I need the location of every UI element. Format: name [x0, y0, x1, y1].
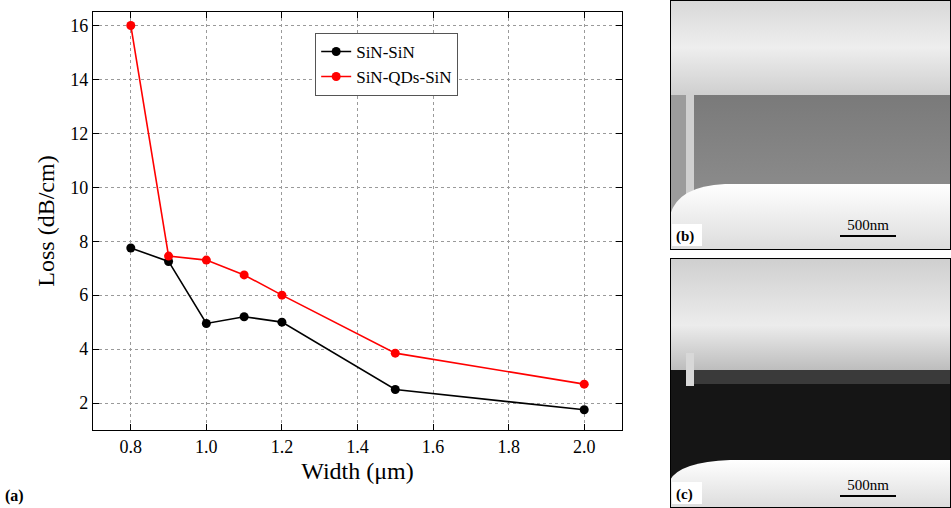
svg-text:2.0: 2.0 — [573, 437, 596, 457]
svg-text:SiN-QDs-SiN: SiN-QDs-SiN — [356, 68, 451, 87]
svg-text:Width (μm): Width (μm) — [301, 458, 414, 484]
svg-text:1.0: 1.0 — [195, 437, 218, 457]
svg-text:1.4: 1.4 — [346, 437, 369, 457]
svg-text:(c): (c) — [676, 486, 693, 503]
svg-text:12: 12 — [70, 124, 88, 144]
svg-text:Loss (dB/cm): Loss (dB/cm) — [33, 155, 59, 286]
svg-text:16: 16 — [70, 16, 88, 36]
svg-text:8: 8 — [79, 232, 88, 252]
svg-text:14: 14 — [70, 70, 88, 90]
svg-text:6: 6 — [79, 285, 88, 305]
svg-text:10: 10 — [70, 178, 88, 198]
svg-text:500nm: 500nm — [847, 217, 889, 233]
svg-text:500nm: 500nm — [847, 477, 889, 493]
svg-text:SiN-SiN: SiN-SiN — [356, 43, 415, 62]
svg-text:1.6: 1.6 — [422, 437, 445, 457]
svg-text:0.8: 0.8 — [120, 437, 143, 457]
svg-text:(b): (b) — [676, 228, 694, 245]
svg-text:1.2: 1.2 — [271, 437, 294, 457]
svg-text:4: 4 — [79, 339, 88, 359]
svg-text:2: 2 — [79, 393, 88, 413]
svg-text:(a): (a) — [5, 487, 24, 505]
svg-text:1.8: 1.8 — [497, 437, 520, 457]
